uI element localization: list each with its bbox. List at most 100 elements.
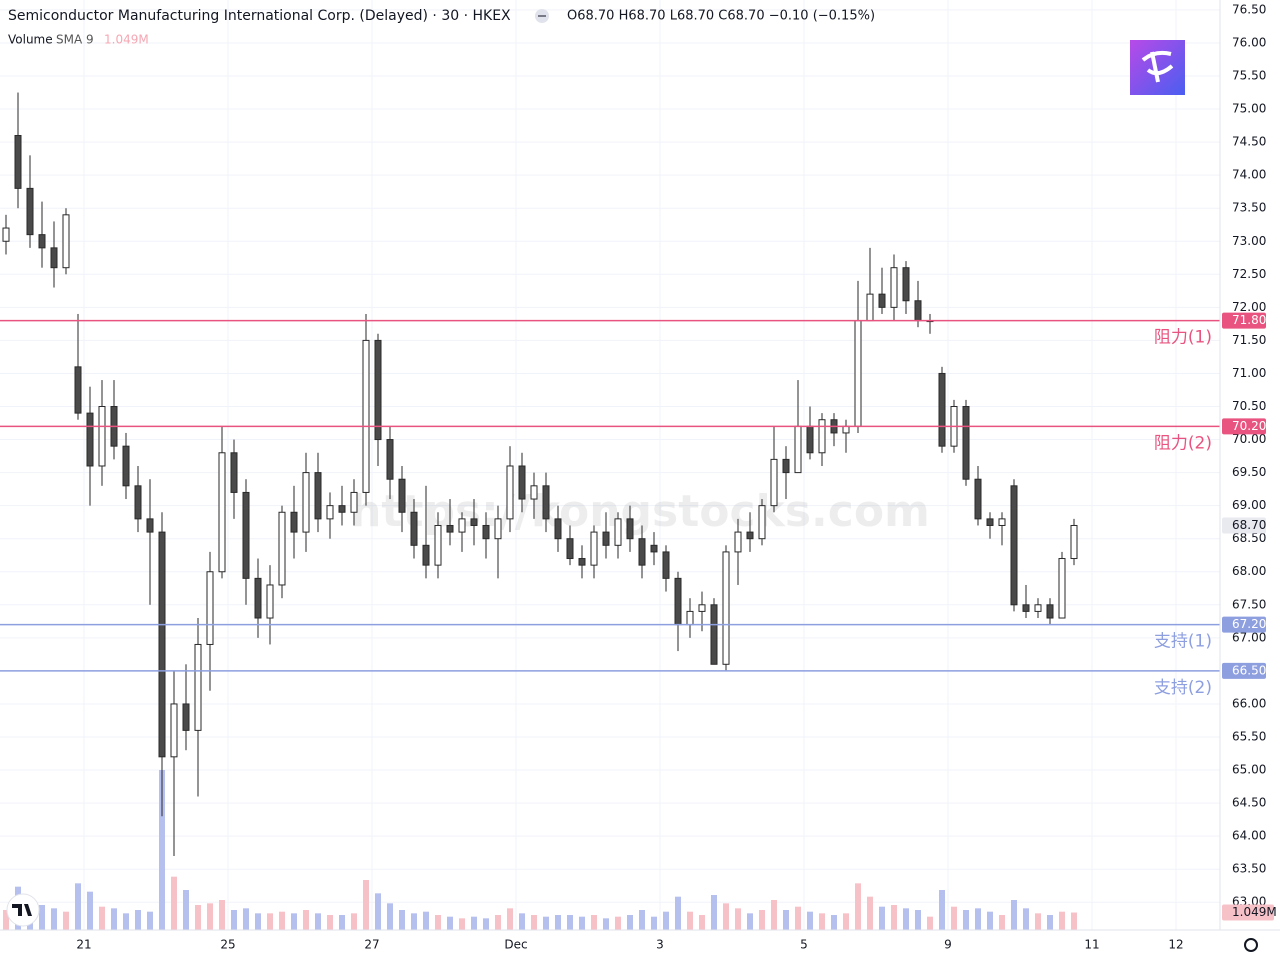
volume-bar (614, 916, 621, 930)
volume-bar (842, 913, 849, 930)
volume-bar (158, 770, 165, 930)
y-tick-label: 65.00 (1232, 763, 1266, 777)
volume-bar (590, 915, 597, 930)
level-name: 阻力(2) (1154, 433, 1212, 453)
settings-button[interactable] (1244, 938, 1258, 952)
volume-bar (146, 911, 153, 930)
candle-body (1022, 604, 1030, 612)
volume-bar (86, 891, 93, 930)
candle-body (458, 518, 466, 533)
candle-body (866, 293, 874, 322)
tv-logo[interactable] (6, 893, 40, 927)
candle-body (398, 478, 406, 513)
candle-body (482, 524, 490, 540)
level-name: 支持(2) (1154, 678, 1212, 698)
candle-body (146, 518, 154, 533)
volume-bar (746, 913, 753, 930)
candle-body (602, 531, 610, 546)
volume-bar (938, 890, 945, 930)
volume-bar (470, 916, 477, 930)
candle-body (206, 571, 214, 645)
volume-bar (374, 893, 381, 930)
volume-bar (686, 911, 693, 930)
candle-body (470, 518, 478, 526)
y-tick-label: 75.00 (1232, 102, 1266, 116)
volume-bar (62, 911, 69, 930)
candle-body (758, 505, 766, 540)
volume-bar (242, 908, 249, 930)
volume-bar (806, 911, 813, 930)
candle-body (254, 577, 262, 619)
candle-body (1046, 604, 1054, 619)
y-tick-label: 72.50 (1232, 267, 1266, 281)
candle-body (446, 524, 454, 533)
candle-body (578, 558, 586, 566)
candle-body (734, 531, 742, 553)
candle-body (662, 551, 670, 579)
volume-bar (266, 913, 273, 930)
candle-body (350, 491, 358, 513)
level-price-tag (1222, 662, 1266, 679)
volume-bar (254, 913, 261, 930)
candle-body (434, 524, 442, 566)
x-tick-label: 3 (656, 938, 664, 952)
volume-bar (950, 906, 957, 930)
candle-body (314, 472, 322, 520)
volume-legend: Volume (8, 33, 53, 47)
candle-body (770, 458, 778, 507)
volume-bar (674, 896, 681, 930)
volume-bar (962, 910, 969, 930)
volume-bar (1070, 912, 1077, 930)
candle-body (914, 300, 922, 322)
candle-body (698, 604, 706, 612)
volume-bar (206, 903, 213, 930)
y-tick-label: 71.50 (1232, 333, 1266, 347)
volume-bar (134, 910, 141, 930)
candle-body (278, 511, 286, 586)
volume-bar (698, 915, 705, 930)
candle-body (722, 551, 730, 665)
last-price-tag (1222, 517, 1266, 534)
volume-bar (278, 911, 285, 930)
volume-bar (878, 906, 885, 930)
volume-bar (530, 915, 537, 930)
candle-body (1058, 558, 1066, 619)
grid (0, 0, 1220, 930)
volume-bar (110, 908, 117, 930)
candle-body (842, 425, 850, 434)
tv-logo-mark (12, 904, 32, 916)
candle-body (410, 511, 418, 546)
y-tick-label: 69.00 (1232, 498, 1266, 512)
candle-body (974, 478, 982, 520)
volume-bar (602, 918, 609, 930)
x-tick-label: 11 (1084, 938, 1099, 952)
volume-bar (914, 910, 921, 930)
candle-body (782, 458, 790, 474)
candle-body (338, 505, 346, 513)
y-tick-label: 69.50 (1232, 465, 1266, 479)
level-price-label: 71.80 (1232, 313, 1266, 327)
volume-bar (494, 915, 501, 930)
volume-bar (626, 915, 633, 930)
brand-logo (1130, 40, 1185, 95)
volume-bar (422, 911, 429, 930)
y-tick-label: 72.00 (1232, 300, 1266, 314)
candle-body (326, 505, 334, 520)
volume-bar (1046, 915, 1053, 930)
level-price-label: 66.50 (1232, 663, 1266, 677)
volume-bar (50, 908, 57, 930)
volume-bar (890, 905, 897, 930)
volume-bar (794, 906, 801, 930)
volume-bar (542, 916, 549, 930)
volume-bar (650, 916, 657, 930)
candle-body (542, 485, 550, 520)
candle-body (518, 465, 526, 500)
candle-body (50, 247, 58, 269)
volume-bar (782, 910, 789, 930)
candle-body (854, 320, 862, 427)
y-tick-label: 64.00 (1232, 829, 1266, 843)
level-price-label: 70.20 (1232, 419, 1266, 433)
y-tick-label: 74.00 (1232, 168, 1266, 182)
candle-body (902, 267, 910, 302)
